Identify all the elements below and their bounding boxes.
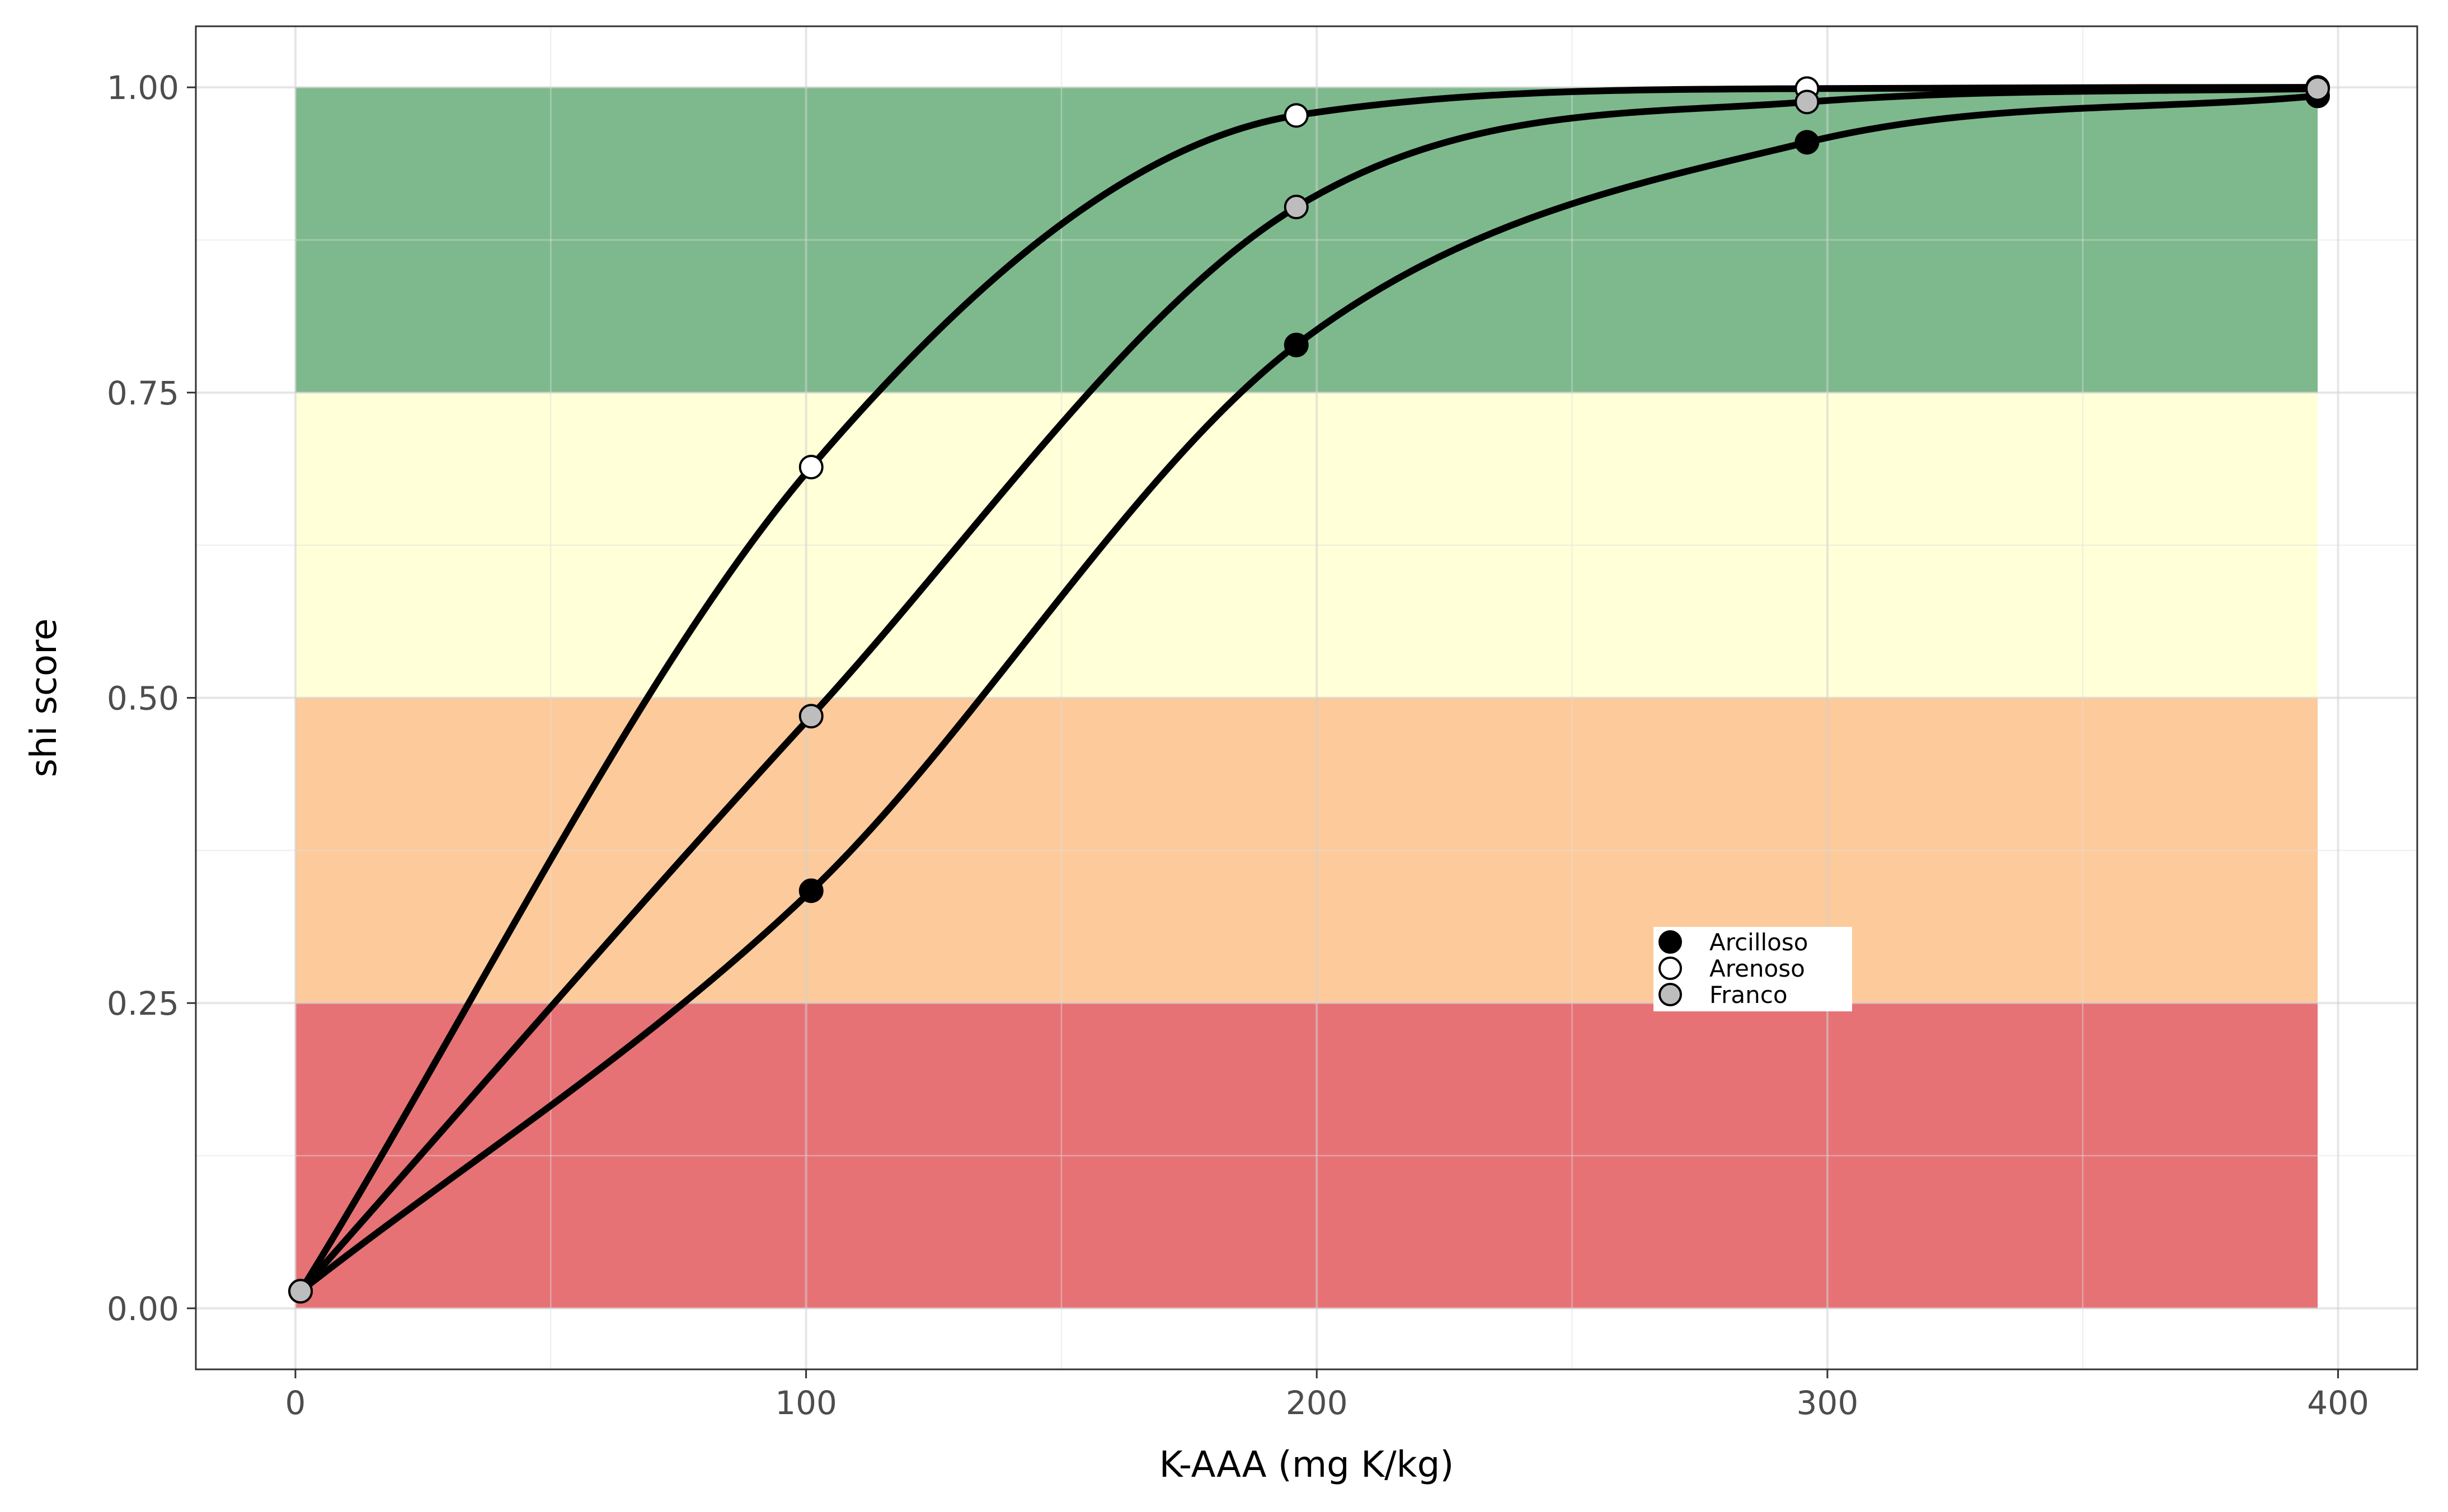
curve-arcilloso (297, 92, 2322, 1295)
y-axis: 0.00 0.25 0.50 0.75 1.00 (107, 69, 196, 1328)
score-band-2 (295, 698, 2318, 1004)
legend-box (1653, 927, 1852, 1011)
legend-label-arcilloso: Arcilloso (1709, 929, 1808, 956)
legend-key-arcilloso (1658, 930, 1682, 954)
score-band-1 (295, 392, 2318, 698)
y-tick-label: 0.50 (107, 680, 179, 718)
y-axis-title: shi score (24, 619, 65, 778)
x-tick-label: 200 (1286, 1384, 1348, 1422)
y-tick-label: 1.00 (107, 69, 179, 107)
score-bands (295, 87, 2318, 1308)
x-tick-label: 300 (1797, 1384, 1859, 1422)
x-tick-label: 0 (285, 1384, 306, 1422)
point-arcilloso (1794, 130, 1820, 155)
y-tick-label: 0.75 (107, 374, 179, 412)
series-points (288, 75, 2330, 1304)
legend-label-franco: Franco (1709, 981, 1788, 1009)
x-tick-label: 400 (2307, 1384, 2369, 1422)
y-tick-label: 0.25 (107, 985, 179, 1023)
legend-label-arenoso: Arenoso (1709, 955, 1805, 982)
x-axis-title: K-AAA (mg K/kg) (1159, 1444, 1454, 1486)
curve-franco (297, 85, 2322, 1295)
point-franco (798, 704, 824, 729)
point-arcilloso (1284, 332, 1309, 357)
series-curves (297, 84, 2322, 1295)
x-axis: 0 100 200 300 400 (285, 1369, 2369, 1422)
curve-arenoso (297, 84, 2322, 1295)
point-franco (1794, 90, 1820, 115)
point-arcilloso (798, 878, 824, 903)
point-arenoso (1284, 103, 1309, 128)
point-arenoso (798, 454, 824, 479)
plot-area (196, 26, 2417, 1369)
point-franco (288, 1279, 313, 1304)
point-franco (1284, 195, 1309, 220)
x-tick-label: 100 (775, 1384, 837, 1422)
legend-key-franco (1658, 983, 1682, 1006)
y-tick-label: 0.00 (107, 1290, 179, 1328)
point-franco (2305, 76, 2330, 101)
legend-key-arenoso (1658, 957, 1682, 980)
score-band-3 (295, 1003, 2318, 1308)
grid-lines (196, 26, 2417, 1369)
